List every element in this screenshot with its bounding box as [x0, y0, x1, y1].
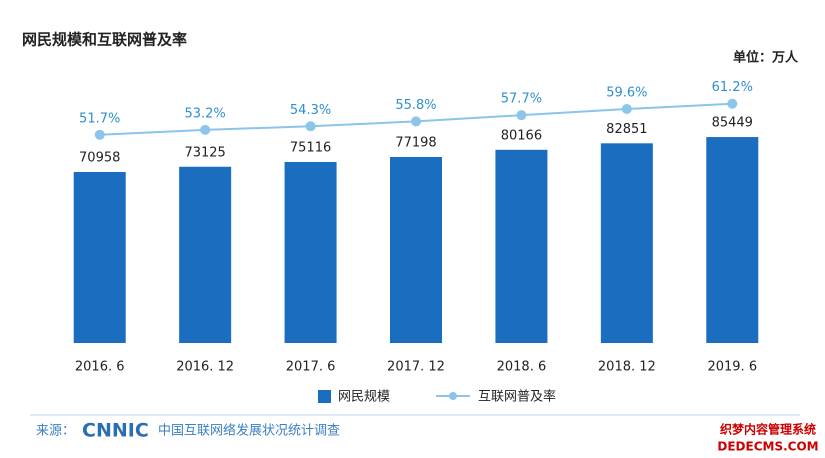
- point: [516, 110, 527, 121]
- data-label: 75116: [290, 140, 331, 155]
- bar: [179, 166, 232, 343]
- x-tick-label: 2016. 12: [176, 360, 234, 375]
- data-label: 57.7%: [501, 92, 542, 107]
- bar: [284, 161, 337, 343]
- legend-swatch: [318, 390, 331, 403]
- data-label: 82851: [606, 122, 647, 137]
- x-tick-label: 2017. 12: [387, 360, 445, 375]
- data-label: 70958: [79, 150, 120, 165]
- data-label: 73125: [184, 145, 225, 160]
- chart-title: 网民规模和互联网普及率: [22, 31, 187, 49]
- point: [305, 121, 316, 132]
- legend-swatch: [449, 392, 457, 400]
- point: [200, 124, 211, 135]
- bar: [600, 143, 653, 343]
- unit-label: 单位：万人: [733, 50, 799, 66]
- data-label: 51.7%: [79, 111, 120, 126]
- data-label: 77198: [395, 135, 436, 150]
- point: [411, 116, 421, 127]
- source-logo: CNNIC: [82, 420, 149, 442]
- source-prefix: 来源：: [36, 424, 75, 439]
- data-label: 53.2%: [184, 106, 225, 121]
- watermark: 织梦内容管理系统: [720, 422, 816, 437]
- data-label: 85449: [712, 116, 753, 131]
- data-label: 54.3%: [290, 103, 331, 118]
- x-tick-label: 2018. 6: [497, 360, 547, 375]
- bar: [495, 149, 548, 343]
- bar: [390, 156, 442, 343]
- data-label: 61.2%: [712, 80, 753, 95]
- x-tick-label: 2018. 12: [598, 360, 656, 375]
- point: [727, 98, 738, 109]
- data-label: 59.6%: [606, 85, 647, 100]
- point: [621, 103, 632, 114]
- data-label: 55.8%: [395, 98, 436, 113]
- watermark-box: [712, 418, 824, 458]
- point: [94, 129, 105, 140]
- source: 中国互联网络发展状况统计调查: [158, 423, 340, 439]
- bar: [706, 137, 759, 343]
- x-tick-label: 2019. 6: [707, 360, 757, 375]
- x-tick-label: 2017. 6: [286, 360, 336, 375]
- bar: [73, 171, 126, 343]
- watermark: DEDECMS.COM: [717, 440, 818, 454]
- data-label: 80166: [501, 128, 542, 143]
- legend-label: 互联网普及率: [478, 389, 556, 405]
- x-tick-label: 2016. 6: [75, 360, 125, 375]
- legend-label: 网民规模: [338, 390, 390, 405]
